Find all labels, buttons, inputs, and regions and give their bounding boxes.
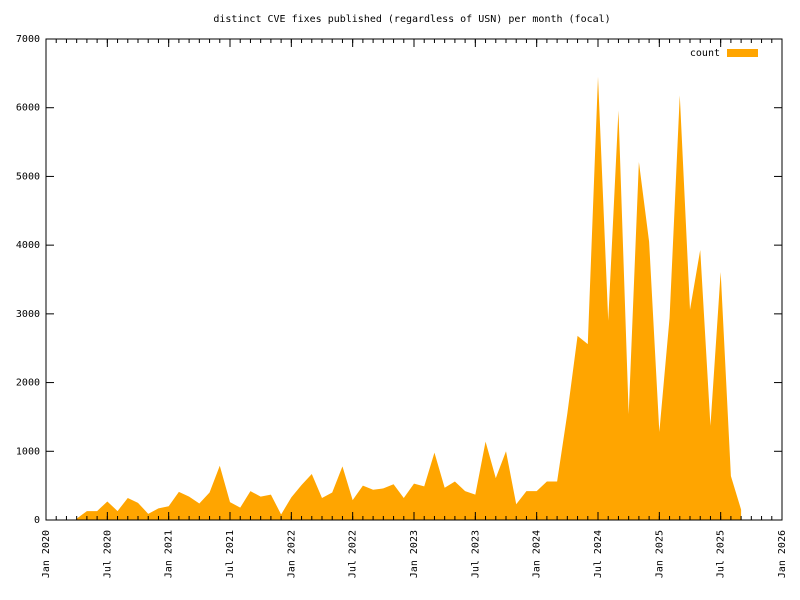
legend-label: count — [690, 48, 720, 59]
x-tick-label: Jul 2025 — [716, 530, 727, 578]
y-tick-label: 3000 — [16, 309, 40, 320]
x-tick-label: Jul 2022 — [348, 530, 359, 578]
x-tick-label: Jan 2021 — [164, 530, 175, 578]
x-tick-label: Jan 2026 — [777, 530, 788, 578]
x-tick-label: Jul 2023 — [470, 530, 481, 578]
legend-swatch — [727, 49, 758, 57]
y-tick-label: 7000 — [16, 34, 40, 45]
plot-border — [45, 38, 783, 521]
area — [76, 76, 742, 521]
chart-title: distinct CVE fixes published (regardless… — [213, 14, 610, 25]
x-tick-label: Jan 2025 — [654, 530, 665, 578]
x-tick-label: Jan 2022 — [286, 530, 297, 578]
y-tick-label: 0 — [34, 515, 40, 526]
y-tick-label: 1000 — [16, 446, 40, 457]
y-tick-label: 5000 — [16, 171, 40, 182]
y-tick-label: 6000 — [16, 103, 40, 114]
y-tick-label: 4000 — [16, 240, 40, 251]
x-tick-label: Jan 2023 — [409, 530, 420, 578]
x-tick-label: Jan 2020 — [41, 530, 52, 578]
x-tick-label: Jan 2024 — [532, 530, 543, 578]
y-tick-label: 2000 — [16, 378, 40, 389]
x-tick-label: Jul 2024 — [593, 530, 604, 578]
x-tick-label: Jul 2021 — [225, 530, 236, 578]
x-tick-label: Jul 2020 — [102, 530, 113, 578]
